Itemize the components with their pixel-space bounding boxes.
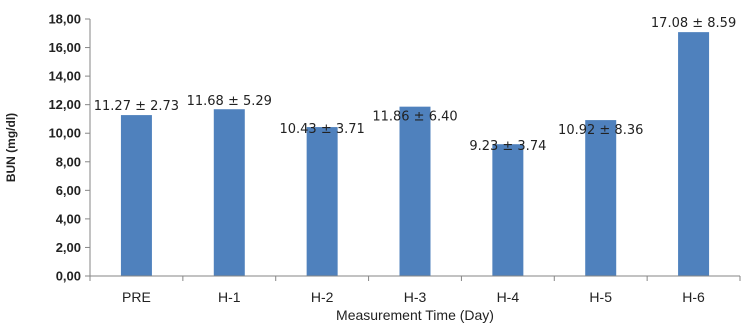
data-label: 11.86 ± 6.40 bbox=[372, 110, 457, 125]
x-axis-title: Measurement Time (Day) bbox=[336, 307, 494, 323]
data-label: 11.68 ± 5.29 bbox=[187, 94, 272, 109]
y-axis-title-group: BUN (mg/dl) bbox=[4, 113, 18, 182]
y-tick-label: 12,00 bbox=[48, 97, 81, 112]
y-tick-label: 18,00 bbox=[48, 12, 81, 27]
y-tick-label: 0,00 bbox=[56, 269, 81, 284]
data-label: 10.92 ± 8.36 bbox=[558, 123, 643, 138]
bar-pre bbox=[120, 115, 152, 276]
x-tick-label: H-1 bbox=[218, 289, 241, 305]
x-tick-label: H-3 bbox=[404, 289, 427, 305]
y-tick-label: 14,00 bbox=[48, 69, 81, 84]
bar-h-6 bbox=[678, 32, 710, 276]
bar-h-4 bbox=[492, 144, 524, 276]
y-tick-label: 16,00 bbox=[48, 40, 81, 55]
y-axis-title: BUN (mg/dl) bbox=[4, 113, 18, 182]
bar-h-1 bbox=[213, 109, 245, 276]
data-label: 17.08 ± 8.59 bbox=[651, 16, 736, 31]
bars-group bbox=[120, 32, 710, 276]
bar-h-2 bbox=[306, 127, 338, 276]
y-axis-ticks: 0,00 2,00 4,00 6,00 8,00 10,00 12,00 14,00 16,00… bbox=[48, 12, 90, 284]
x-tick-label: H-2 bbox=[311, 289, 334, 305]
y-tick-label: 2,00 bbox=[56, 240, 81, 255]
y-tick-label: 10,00 bbox=[48, 126, 81, 141]
y-tick-label: 8,00 bbox=[56, 154, 81, 169]
data-label: 11.27 ± 2.73 bbox=[94, 99, 179, 114]
data-label: 10.43 ± 3.71 bbox=[279, 122, 364, 137]
y-tick-label: 6,00 bbox=[56, 183, 81, 198]
axes-group bbox=[89, 19, 741, 281]
data-labels-group: 11.27 ± 2.73 11.68 ± 5.29 10.43 ± 3.71 11.8… bbox=[94, 16, 736, 154]
data-label: 9.23 ± 3.74 bbox=[469, 139, 546, 154]
bar-h-5 bbox=[585, 120, 617, 276]
category-labels: PRE H-1 H-2 H-3 H-4 H-5 H-6 bbox=[122, 289, 705, 305]
x-tick-label: H-4 bbox=[497, 289, 520, 305]
y-tick-label: 4,00 bbox=[56, 211, 81, 226]
x-tick-label: H-5 bbox=[589, 289, 612, 305]
bar-h-3 bbox=[399, 106, 431, 276]
x-tick-label: PRE bbox=[122, 289, 151, 305]
x-tick-label: H-6 bbox=[682, 289, 705, 305]
